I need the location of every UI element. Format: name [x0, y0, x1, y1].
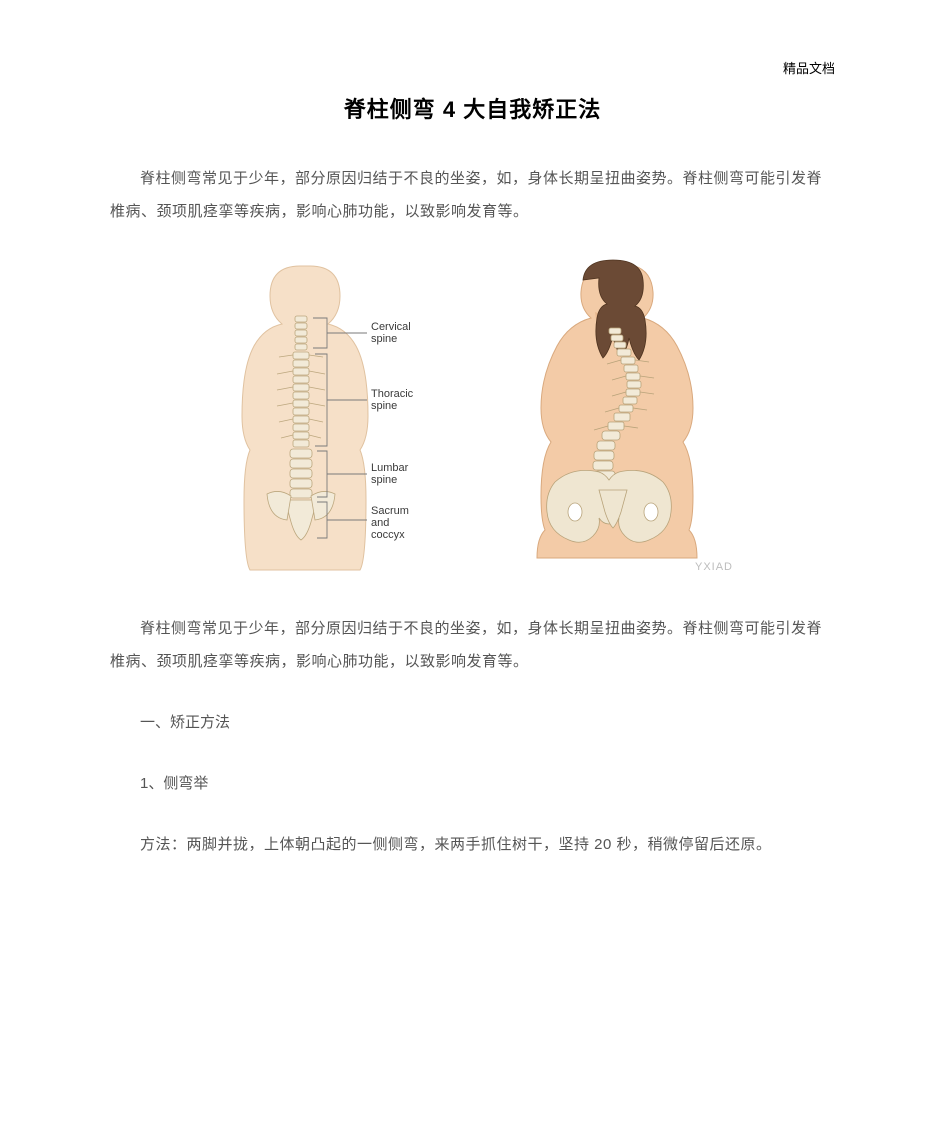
- normal-spine-illustration: Cervical spine Thoracic spine Lumbar spi…: [205, 256, 465, 576]
- anatomy-figure: Cervical spine Thoracic spine Lumbar spi…: [110, 256, 835, 576]
- scoliosis-illustration: YXIAD: [495, 256, 740, 576]
- svg-text:Lumbar: Lumbar: [371, 462, 409, 474]
- intro-paragraph-2: 脊柱侧弯常见于少年，部分原因归结于不良的坐姿，如，身体长期呈扭曲姿势。脊柱侧弯可…: [110, 612, 835, 678]
- method-1-text: 方法：两脚并拢，上体朝凸起的一侧侧弯，来两手抓住树干，坚持 20 秒，稍微停留后…: [110, 828, 835, 861]
- item-1-heading: 1、侧弯举: [110, 767, 835, 800]
- label-sacrum-3: coccyx: [371, 529, 405, 541]
- label-lumbar-1: Lumbar: [371, 462, 409, 474]
- label-sacrum-2: and: [371, 517, 389, 529]
- section-1-heading: 一、矫正方法: [110, 706, 835, 739]
- svg-text:spine: spine: [371, 333, 397, 345]
- label-cervical-1: Cervical: [371, 321, 411, 333]
- svg-text:coccyx: coccyx: [371, 529, 405, 541]
- header-mark: 精品文档: [783, 58, 835, 77]
- label-lumbar-2: spine: [371, 474, 397, 486]
- label-thoracic-1: Thoracic: [371, 388, 414, 400]
- svg-text:and: and: [371, 517, 389, 529]
- label-thoracic-2: spine: [371, 400, 397, 412]
- label-sacrum-1: Sacrum: [371, 505, 409, 517]
- intro-paragraph-1: 脊柱侧弯常见于少年，部分原因归结于不良的坐姿，如，身体长期呈扭曲姿势。脊柱侧弯可…: [110, 162, 835, 228]
- svg-text:spine: spine: [371, 400, 397, 412]
- label-cervical-2: spine: [371, 333, 397, 345]
- document-page: 精品文档 脊柱侧弯 4 大自我矫正法 脊柱侧弯常见于少年，部分原因归结于不良的坐…: [0, 0, 945, 1123]
- svg-text:Cervical: Cervical: [371, 321, 411, 333]
- svg-text:Thoracic: Thoracic: [371, 388, 414, 400]
- svg-text:Sacrum: Sacrum: [371, 505, 409, 517]
- svg-text:spine: spine: [371, 474, 397, 486]
- page-title: 脊柱侧弯 4 大自我矫正法: [110, 92, 835, 124]
- watermark-text: YXIAD: [695, 561, 733, 573]
